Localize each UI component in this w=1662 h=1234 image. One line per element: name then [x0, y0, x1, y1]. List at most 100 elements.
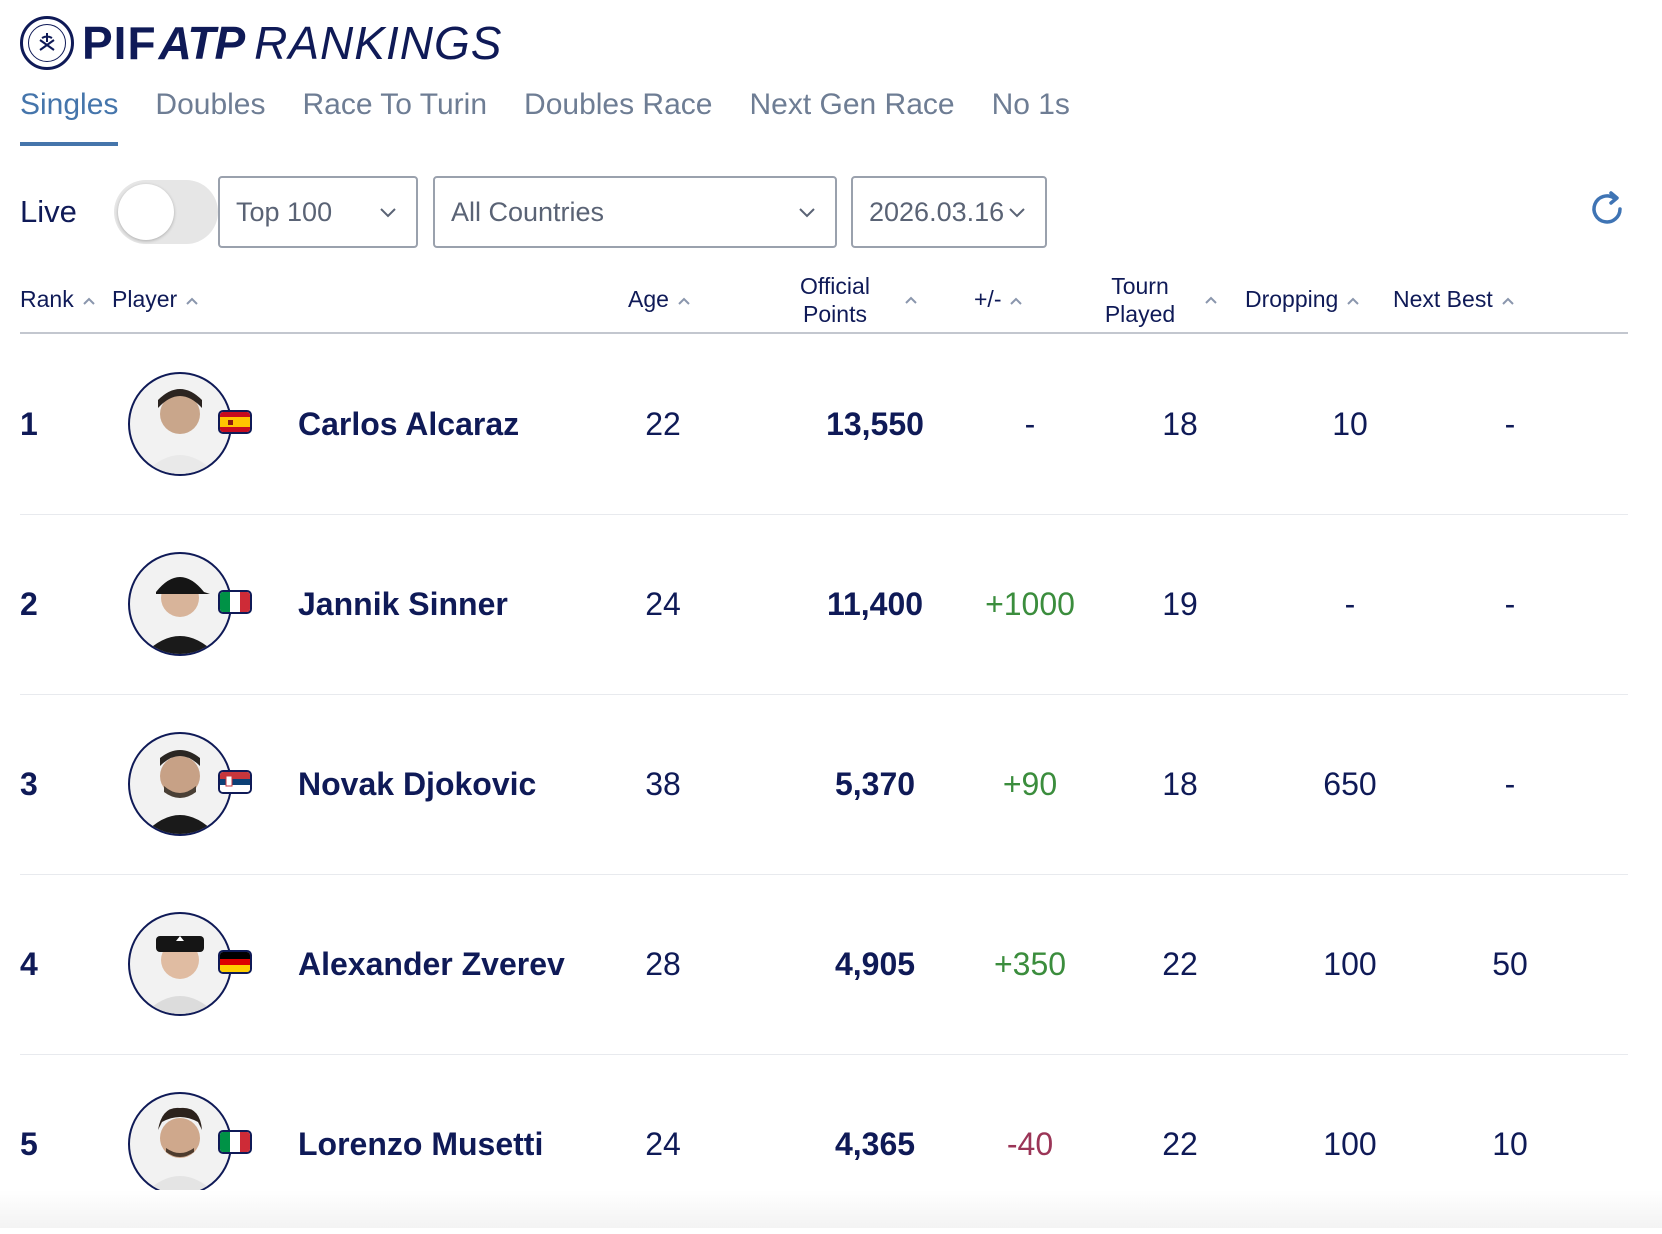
tourn-played-cell: 19 [1162, 585, 1198, 622]
player-avatar[interactable] [128, 372, 252, 476]
player-name-link[interactable]: Carlos Alcaraz [298, 405, 520, 442]
tab-doubles-race[interactable]: Doubles Race [524, 88, 713, 121]
serbia-flag-icon [218, 770, 252, 794]
column-next-best[interactable]: Next Best [1393, 285, 1515, 313]
tourn-played-cell: 22 [1162, 945, 1198, 982]
change-cell: -40 [1006, 1125, 1054, 1162]
dropping-cell: 100 [1323, 1125, 1377, 1162]
avatar [128, 732, 232, 836]
country-select-value: All Countries [451, 196, 605, 227]
next-best-cell: - [1504, 585, 1516, 622]
column-points-label-1: Official [800, 273, 870, 299]
player-avatar[interactable] [128, 1092, 252, 1196]
refresh-icon[interactable] [1586, 188, 1628, 230]
sort-caret-icon [1347, 297, 1360, 305]
tab-no-1s[interactable]: No 1s [991, 88, 1070, 121]
chevron-down-icon [799, 208, 815, 218]
rank-cell: 1 [20, 405, 38, 442]
column-player[interactable]: Player [112, 285, 199, 313]
player-name-link[interactable]: Alexander Zverev [298, 945, 565, 982]
age-cell: 28 [645, 945, 681, 982]
player-avatar[interactable] [128, 912, 252, 1016]
column-age-label: Age [628, 286, 669, 312]
italy-flag-icon [218, 590, 252, 614]
date-select-value: 2026.03.16 [869, 196, 1005, 227]
sort-caret-icon[interactable] [1204, 295, 1218, 305]
avatar [128, 912, 232, 1016]
rank-cell: 2 [20, 585, 38, 622]
table-row[interactable]: 2 Jannik Sinner 24 11,400 +1000 19 - - [20, 514, 1628, 695]
brand-atp: ATP [158, 17, 246, 69]
column-player-label: Player [112, 286, 178, 312]
points-cell: 5,370 [834, 765, 916, 802]
table-row[interactable]: 5 Lorenzo Musetti 24 4,365 -40 22 100 10 [20, 1054, 1628, 1234]
chevron-down-icon [380, 208, 396, 218]
pif-seal-icon [20, 16, 74, 70]
country-select[interactable]: All Countries [433, 176, 837, 248]
age-cell: 38 [645, 765, 681, 802]
column-rank[interactable]: Rank [20, 285, 96, 313]
age-cell: 24 [645, 1125, 681, 1162]
column-change-label: +/- [974, 286, 1002, 312]
sort-caret-icon [82, 297, 95, 305]
change-cell: +90 [1002, 765, 1058, 802]
column-dropping[interactable]: Dropping [1245, 285, 1360, 313]
age-cell: 22 [645, 405, 681, 442]
column-tp-label-1: Tourn [1111, 273, 1169, 299]
player-name-link[interactable]: Jannik Sinner [298, 585, 508, 622]
column-next-best-label: Next Best [1393, 286, 1493, 312]
ranking-tabs: Singles Doubles Race To Turin Doubles Ra… [20, 82, 1107, 146]
sort-caret-icon [1010, 297, 1023, 305]
filter-bar: Live Top 100 All Countries 2026.03.16 [20, 176, 1628, 248]
live-toggle[interactable] [114, 180, 218, 244]
sort-caret-icon[interactable] [904, 295, 918, 305]
points-cell: 4,365 [834, 1125, 916, 1162]
date-select[interactable]: 2026.03.16 [851, 176, 1047, 248]
column-dropping-label: Dropping [1245, 286, 1339, 312]
table-row[interactable]: 1 Carlos Alcaraz 22 13,550 - 18 10 - [20, 334, 1628, 515]
tourn-played-cell: 18 [1162, 405, 1198, 442]
avatar [128, 552, 232, 656]
points-cell: 13,550 [826, 405, 924, 442]
player-avatar[interactable] [128, 732, 252, 836]
column-tp-label-2: Played [1104, 301, 1176, 327]
column-tourn-played[interactable]: Tourn Played [1100, 272, 1180, 328]
tab-singles[interactable]: Singles [20, 82, 119, 146]
rank-cell: 3 [20, 765, 38, 802]
avatar [128, 372, 232, 476]
rank-cell: 4 [20, 945, 38, 982]
dropping-cell: 10 [1332, 405, 1368, 442]
column-rank-label: Rank [20, 286, 74, 312]
player-name-link[interactable]: Novak Djokovic [298, 765, 537, 802]
column-age[interactable]: Age [628, 285, 691, 313]
table-header: Rank Player Age Official Points +/- Tour… [20, 268, 1628, 334]
range-select[interactable]: Top 100 [218, 176, 418, 248]
rank-cell: 5 [20, 1125, 38, 1162]
tab-race-to-turin[interactable]: Race To Turin [302, 88, 488, 121]
avatar [128, 1092, 232, 1196]
change-cell: - [1024, 405, 1036, 442]
tourn-played-cell: 22 [1162, 1125, 1198, 1162]
points-cell: 11,400 [826, 585, 924, 622]
tab-doubles[interactable]: Doubles [155, 88, 266, 121]
brand-pif: PIF [82, 17, 157, 69]
table-row[interactable]: 4 Alexander Zverev 28 4,905 +350 22 100 … [20, 874, 1628, 1055]
column-points-label-2: Points [803, 301, 867, 327]
column-official-points[interactable]: Official Points [790, 272, 880, 328]
tab-next-gen-race[interactable]: Next Gen Race [749, 88, 955, 121]
change-cell: +1000 [985, 585, 1075, 622]
sort-caret-icon [678, 297, 690, 305]
player-avatar[interactable] [128, 552, 252, 656]
range-select-value: Top 100 [236, 196, 333, 227]
next-best-cell: 50 [1492, 945, 1528, 982]
tourn-played-cell: 18 [1162, 765, 1198, 802]
table-row[interactable]: 3 Novak Djokovic 38 5,370 +90 18 650 - [20, 694, 1628, 875]
player-name-link[interactable]: Lorenzo Musetti [298, 1125, 544, 1162]
age-cell: 24 [645, 585, 681, 622]
next-best-cell: 10 [1492, 1125, 1528, 1162]
spain-flag-icon [218, 410, 252, 434]
brand-logo[interactable]: PIF ATP RANKINGS [20, 8, 502, 78]
chevron-down-icon [1009, 208, 1025, 218]
sort-caret-icon [186, 297, 198, 305]
column-change[interactable]: +/- [974, 285, 1023, 313]
